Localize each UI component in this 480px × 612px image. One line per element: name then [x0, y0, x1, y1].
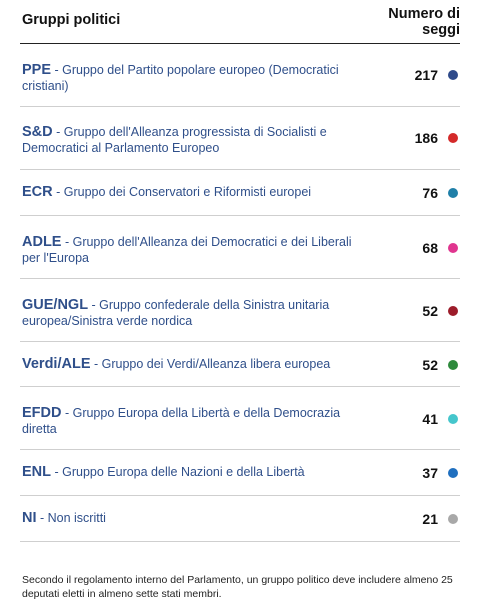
table-row-sd: S&D - Gruppo dell'Alleanza progressista …: [20, 107, 460, 170]
group-name: Gruppo del Partito popolare europeo (Dem…: [22, 63, 339, 93]
group-color-dot: [448, 243, 458, 253]
group-color-dot: [448, 188, 458, 198]
group-abbr: GUE/NGL: [22, 297, 89, 313]
group-name: Gruppo confederale della Sinistra unitar…: [22, 298, 330, 328]
group-abbr: S&D: [22, 124, 53, 140]
group-abbr: EFDD: [22, 405, 62, 421]
group-description: EFDD - Gruppo Europa della Libertà e del…: [22, 405, 341, 436]
group-description: GUE/NGL - Gruppo confederale della Sinis…: [22, 297, 330, 328]
group-description: PPE - Gruppo del Partito popolare europe…: [22, 62, 339, 93]
seat-count: 41: [422, 411, 438, 427]
seat-count: 21: [422, 511, 438, 527]
group-description: ECR - Gruppo dei Conservatori e Riformis…: [22, 184, 312, 200]
seat-count: 52: [422, 357, 438, 373]
table-row-ni: NI - Non iscritti 21: [20, 496, 460, 542]
group-abbr: PPE: [22, 62, 52, 78]
table-row-efdd: EFDD - Gruppo Europa della Libertà e del…: [20, 387, 460, 450]
table-row-ecr: ECR - Gruppo dei Conservatori e Riformis…: [20, 170, 460, 216]
group-color-dot: [448, 514, 458, 524]
col-groups-header: Gruppi politici: [22, 12, 121, 28]
table-row-verdi-ale: Verdi/ALE - Gruppo dei Verdi/Alleanza li…: [20, 342, 460, 387]
group-name: Gruppo dell'Alleanza dei Democratici e d…: [22, 235, 352, 265]
group-abbr: ENL: [22, 464, 51, 480]
group-name: Gruppo Europa delle Nazioni e della Libe…: [62, 465, 305, 479]
group-color-dot: [448, 133, 458, 143]
group-name: Non iscritti: [47, 511, 106, 525]
seat-count: 76: [422, 185, 438, 201]
group-color-dot: [448, 70, 458, 80]
group-description: ADLE - Gruppo dell'Alleanza dei Democrat…: [22, 234, 352, 265]
seat-count: 52: [422, 303, 438, 319]
seat-count: 37: [422, 465, 438, 481]
group-name: Gruppo dei Conservatori e Riformisti eur…: [63, 185, 312, 199]
seat-count: 186: [414, 130, 438, 146]
group-name: Gruppo Europa della Libertà e della Demo…: [22, 406, 341, 436]
group-description: S&D - Gruppo dell'Alleanza progressista …: [22, 124, 327, 155]
group-abbr: ADLE: [22, 234, 62, 250]
group-description: Verdi/ALE - Gruppo dei Verdi/Alleanza li…: [22, 356, 331, 372]
group-abbr: NI: [22, 510, 37, 526]
group-description: NI - Non iscritti: [22, 510, 106, 526]
seat-count: 217: [414, 67, 438, 83]
table-row-enl: ENL - Gruppo Europa delle Nazioni e dell…: [20, 450, 460, 496]
group-name: Gruppo dell'Alleanza progressista di Soc…: [22, 125, 327, 155]
group-abbr: ECR: [22, 184, 53, 200]
group-color-dot: [448, 306, 458, 316]
table-row-ppe: PPE - Gruppo del Partito popolare europe…: [20, 44, 460, 107]
group-description: ENL - Gruppo Europa delle Nazioni e dell…: [22, 464, 305, 480]
table-row-gue-ngl: GUE/NGL - Gruppo confederale della Sinis…: [20, 279, 460, 342]
group-name: Gruppo dei Verdi/Alleanza libera europea: [101, 357, 331, 371]
col-seats-header: Numero di seggi: [388, 6, 460, 38]
group-color-dot: [448, 360, 458, 370]
group-color-dot: [448, 414, 458, 424]
group-abbr: Verdi/ALE: [22, 356, 91, 372]
table-header: Gruppi politici Numero di seggi: [20, 0, 460, 44]
seat-count: 68: [422, 240, 438, 256]
group-color-dot: [448, 468, 458, 478]
table-row-adle: ADLE - Gruppo dell'Alleanza dei Democrat…: [20, 216, 460, 279]
footnote: Secondo il regolamento interno del Parla…: [22, 574, 453, 600]
